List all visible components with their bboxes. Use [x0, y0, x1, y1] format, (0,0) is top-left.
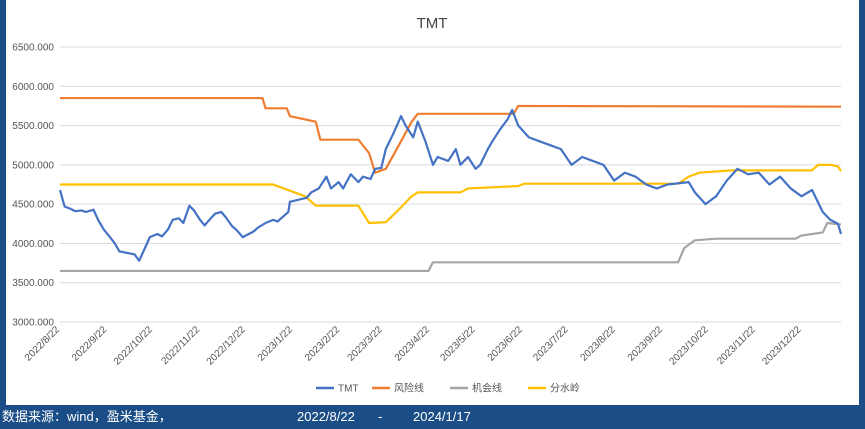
x-tick-label: 2022/10/22 [112, 324, 155, 367]
x-tick-label: 2022/12/22 [205, 324, 248, 367]
x-tick-label: 2023/5/22 [438, 324, 478, 364]
series-line-0 [58, 108, 843, 262]
y-tick-label: 3000.000 [12, 318, 54, 329]
y-axis-tick-labels: 6500.000 6000.000 5500.000 5000.000 4500.000… [12, 43, 54, 329]
x-tick-label: 2022/8/22 [23, 324, 63, 364]
x-tick-label: 2023/3/22 [346, 324, 386, 364]
date-separator: - [378, 409, 383, 424]
x-tick-label: 2022/11/22 [160, 324, 203, 367]
y-tick-label: 4500.000 [12, 200, 54, 211]
series-line-3 [60, 163, 842, 225]
x-tick-label: 2023/11/22 [715, 324, 758, 367]
y-tick-label: 3500.000 [12, 278, 54, 289]
y-tick-label: 5000.000 [12, 160, 54, 171]
x-tick-label: 2023/2/22 [303, 324, 343, 364]
x-axis-tick-labels: 2022/8/22 2022/9/22 2022/10/22 2022/11/22 20… [23, 324, 804, 367]
data-source-label: 数据来源：wind，盈米基金， [2, 409, 172, 424]
x-tick-label: 2023/10/22 [667, 324, 710, 367]
start-date: 2022/8/22 [297, 409, 355, 424]
y-tick-label: 6000.000 [12, 82, 54, 93]
x-tick-label: 2023/1/22 [256, 324, 296, 364]
grid-lines [60, 46, 841, 323]
end-date: 2024/1/17 [413, 409, 471, 424]
chart-title: TMT [417, 15, 448, 32]
x-tick-label: 2023/9/22 [626, 324, 666, 364]
x-tick-label: 2023/12/22 [760, 324, 803, 367]
x-tick-label: 2023/6/22 [486, 324, 526, 364]
x-tick-label: 2023/4/22 [393, 324, 433, 364]
legend: TMT 风险线 机会线 分水岭 [316, 382, 580, 395]
legend-label: TMT [338, 384, 359, 395]
series-line-2 [60, 221, 842, 273]
footer-bar: 数据来源：wind，盈米基金， 2022/8/22 - 2024/1/17 [0, 405, 865, 429]
y-tick-label: 4000.000 [12, 239, 54, 250]
series-line-1 [60, 96, 842, 174]
x-tick-label: 2023/8/22 [579, 324, 619, 364]
x-tick-label: 2022/9/22 [70, 324, 110, 364]
line-chart: TMT 6500.000 6000.000 5500.000 5000.000 4500… [12, 15, 843, 395]
y-tick-label: 5500.000 [12, 121, 54, 132]
series-lines [58, 96, 843, 273]
legend-label: 风险线 [394, 382, 424, 395]
legend-label: 分水岭 [550, 382, 580, 395]
chart-panel: TMT 6500.000 6000.000 5500.000 5000.000 4500… [6, 0, 859, 405]
y-tick-label: 6500.000 [12, 43, 54, 54]
legend-label: 机会线 [472, 382, 502, 395]
x-tick-label: 2023/7/22 [531, 324, 571, 364]
